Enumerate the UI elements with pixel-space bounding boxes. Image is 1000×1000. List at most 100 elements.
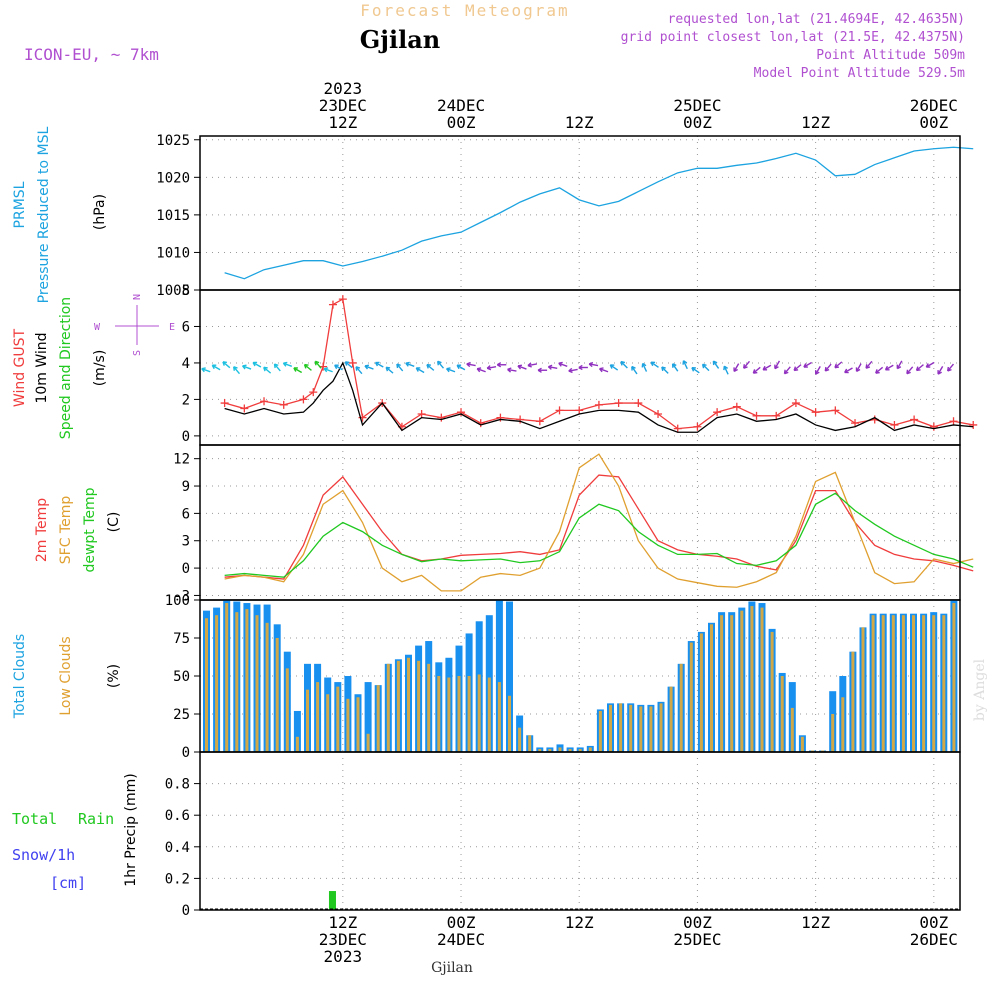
wind-arrow-head: [456, 364, 462, 370]
wind-arrow: [466, 363, 476, 367]
low-cloud-bar: [417, 660, 421, 752]
low-cloud-bar: [225, 603, 229, 752]
low-cloud-bar: [639, 706, 643, 752]
low-cloud-bar: [518, 727, 522, 752]
wind-unit: (m/s): [92, 350, 108, 387]
low-cloud-bar: [366, 733, 370, 752]
wind-arrow-head: [486, 365, 492, 371]
wind-arrow-head: [476, 367, 482, 373]
wind-arrow: [375, 361, 384, 368]
low-cloud-bar: [477, 674, 481, 752]
total-cloud-bar: [506, 601, 513, 752]
wind-arrow: [855, 363, 862, 372]
low-cloud-bar: [689, 642, 693, 752]
wind-arrow-head: [906, 369, 911, 375]
low-cloud-bar: [649, 706, 653, 752]
pressure-unit: (hPa): [92, 194, 108, 230]
wind-arrow: [642, 363, 648, 372]
low-cloud-bar: [730, 615, 734, 752]
wind-arrow: [824, 363, 832, 372]
precip-ytick-label: 0.6: [165, 808, 190, 824]
wind-label-speed-dir: Speed and Direction: [58, 297, 74, 439]
wind-arrow: [304, 364, 312, 371]
bottom-time-label: 00Z: [447, 913, 476, 932]
low-cloud-bar: [720, 615, 724, 752]
wind-arrow-head: [783, 369, 789, 375]
wind-arrow: [682, 360, 688, 370]
low-cloud-bar: [285, 668, 289, 752]
wind-arrow: [723, 365, 729, 375]
wind-arrow-head: [547, 364, 553, 370]
low-cloud-bar: [800, 736, 804, 752]
wind-arrow-head: [344, 361, 350, 366]
gust-point: [594, 400, 603, 409]
low-cloud-bar: [699, 633, 703, 752]
wind-series-line: [224, 361, 974, 433]
wind-arrow: [405, 362, 415, 367]
cloud-panel: 0 25 50 75 100: [165, 593, 961, 761]
low-cloud-bar: [901, 615, 905, 752]
wind-arrow: [803, 361, 813, 368]
gust-point: [516, 415, 525, 424]
wind-ytick-label: 0: [182, 429, 190, 445]
gust-point: [969, 420, 978, 429]
top-time-label: 00Z: [683, 113, 712, 132]
precip-unit: 1hr Precip (mm): [123, 773, 139, 886]
wind-arrow-head: [323, 367, 329, 373]
wind-arrow: [712, 360, 720, 369]
low-cloud-bar: [710, 624, 713, 752]
gust-point: [634, 399, 643, 408]
low-cloud-bar: [316, 682, 320, 752]
wind-arrow-head: [814, 370, 820, 375]
wind-arrow-head: [712, 360, 718, 366]
wind-label-10m: 10m Wind: [34, 332, 50, 403]
wind-arrow-head: [865, 364, 871, 369]
wind-arrow-head: [650, 361, 656, 367]
wind-arrow-head: [609, 364, 615, 369]
wind-arrow-head: [884, 365, 890, 371]
wind-arrow: [783, 366, 791, 375]
low-cloud-bar: [265, 622, 269, 752]
wind-arrow-head: [578, 364, 583, 371]
low-cloud-bar: [295, 736, 299, 752]
low-cloud-bar: [942, 615, 946, 752]
low-cloud-bar: [205, 618, 208, 752]
point-altitude: Point Altitude 509m: [816, 48, 965, 63]
wind-arrow-head: [844, 368, 849, 374]
cloud-label-total: Total Clouds: [12, 634, 28, 719]
pressure-ytick-label: 1010: [156, 245, 190, 261]
wind-arrow: [609, 364, 619, 371]
grid-point-coords: grid point closest lon,lat (21.5E, 42.43…: [621, 30, 965, 45]
gust-point: [457, 408, 466, 417]
bottom-time-label: 25DEC: [673, 930, 721, 949]
wind-arrow-head: [568, 367, 573, 374]
gust-point: [654, 410, 663, 418]
low-cloud-bar: [750, 606, 754, 752]
wind-arrow-head: [466, 361, 471, 368]
temp-series-line: [224, 474, 974, 580]
compass-e: E: [169, 322, 175, 333]
gust-point: [791, 399, 800, 408]
wind-arrow-head: [314, 360, 320, 366]
wind-arrow-head: [303, 363, 309, 369]
wind-arrow: [446, 368, 456, 373]
temp-label-dewpt: dewpt Temp: [82, 487, 98, 572]
low-cloud-bar: [790, 707, 794, 752]
wind-arrow-head: [496, 362, 502, 368]
wind-arrow: [865, 360, 873, 369]
gust-point: [220, 399, 229, 408]
total-cloud-bar: [495, 600, 503, 752]
wind-arrow: [273, 363, 281, 372]
wind-arrow-head: [671, 363, 677, 368]
rain-bar: [328, 891, 336, 910]
low-cloud-bar: [447, 677, 451, 752]
top-time-label: 23DEC: [319, 96, 367, 115]
low-cloud-bar: [619, 703, 623, 752]
top-time-label: 00Z: [919, 113, 948, 132]
cloud-unit: (%): [106, 664, 122, 688]
low-cloud-bar: [255, 615, 259, 752]
wind-arrow: [885, 364, 894, 371]
compass-s: S: [132, 350, 143, 356]
temp-ytick-label: 12: [173, 452, 190, 468]
plot-layer: 1005 1010 1015 1020 1025 0 2 4 6 8 -3 0 3 6 9 12 0 25 50 75…: [156, 79, 978, 966]
